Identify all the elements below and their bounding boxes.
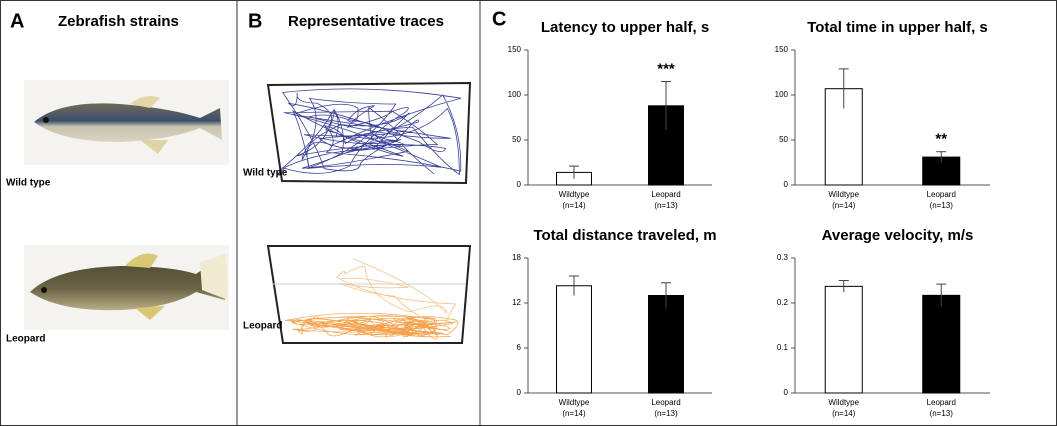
image-label: Leopard (243, 321, 282, 332)
figure: A Zebrafish strains B Representative tra… (0, 0, 1057, 426)
y-tick-label: 0.3 (777, 253, 789, 262)
panel-title: Zebrafish strains (58, 13, 179, 30)
y-tick-label: 18 (512, 253, 521, 262)
y-tick-label: 50 (779, 135, 788, 144)
y-tick-label: 150 (508, 45, 522, 54)
x-tick-label: Wildtype (559, 398, 590, 407)
y-tick-label: 0 (517, 180, 522, 189)
bar (557, 286, 592, 393)
x-tick-count: (n=14) (832, 409, 856, 418)
trace-image (285, 259, 458, 339)
trace (278, 89, 461, 175)
bar (825, 286, 862, 393)
y-tick-label: 100 (508, 90, 522, 99)
y-tick-label: 100 (775, 90, 789, 99)
image-label: Wild type (6, 178, 51, 189)
charts: Latency to upper half, s 0 50 100 150 Wildtyp… (508, 19, 990, 418)
x-tick-count: (n=13) (930, 409, 954, 418)
x-tick-count: (n=13) (654, 201, 678, 210)
trace-image (278, 89, 461, 175)
x-tick-label: Leopard (927, 190, 956, 199)
x-tick-count: (n=13) (930, 201, 954, 210)
x-tick-label: Leopard (651, 190, 680, 199)
y-tick-label: 0 (517, 388, 522, 397)
x-tick-label: Leopard (927, 398, 956, 407)
y-tick-label: 12 (512, 298, 521, 307)
x-tick-count: (n=14) (562, 409, 586, 418)
significance: ** (935, 131, 947, 148)
x-tick-count: (n=14) (562, 201, 586, 210)
y-tick-label: 0.2 (777, 298, 789, 307)
panel-letter: B (248, 10, 262, 32)
x-tick-label: Wildtype (828, 398, 859, 407)
y-tick-label: 0 (784, 388, 789, 397)
significance: *** (657, 60, 675, 77)
chart-title: Total time in upper half, s (807, 19, 988, 36)
chart-title: Latency to upper half, s (541, 19, 709, 36)
bar (923, 295, 960, 393)
chart-title: Average velocity, m/s (822, 227, 974, 244)
panel-title: Representative traces (288, 13, 444, 30)
x-tick-label: Leopard (651, 398, 680, 407)
y-tick-label: 150 (775, 45, 789, 54)
y-tick-label: 0 (784, 180, 789, 189)
image-label: Wild type (243, 168, 288, 179)
image-label: Leopard (6, 334, 45, 345)
x-tick-count: (n=14) (832, 201, 856, 210)
y-tick-label: 6 (517, 343, 522, 352)
panel-letter: C (492, 8, 506, 30)
panel-letter: A (10, 10, 24, 32)
x-tick-label: Wildtype (828, 190, 859, 199)
chart-title: Total distance traveled, m (533, 227, 716, 244)
y-tick-label: 0.1 (777, 343, 789, 352)
trace (285, 313, 458, 339)
fish-image (24, 80, 229, 165)
y-tick-label: 50 (512, 135, 521, 144)
fish-image (24, 245, 229, 330)
bar (649, 296, 684, 394)
x-tick-count: (n=13) (654, 409, 678, 418)
x-tick-label: Wildtype (559, 190, 590, 199)
